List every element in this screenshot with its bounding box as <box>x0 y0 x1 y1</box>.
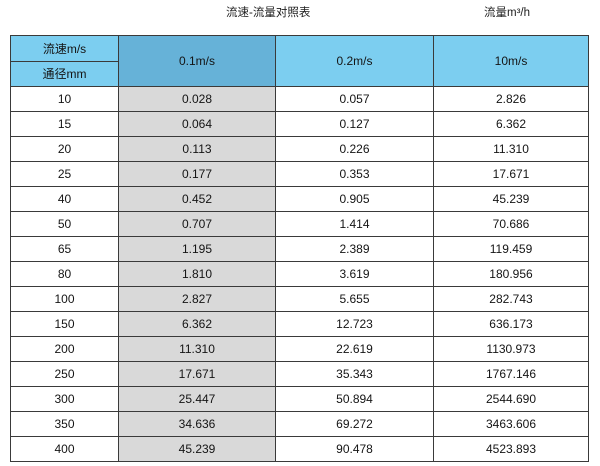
cell-v2: 5.655 <box>275 286 434 312</box>
table-row: 65 1.195 2.389 119.459 <box>10 236 589 262</box>
cell-dn: 100 <box>10 286 119 312</box>
table-row: 80 1.810 3.619 180.956 <box>10 261 589 287</box>
cell-v3: 4523.893 <box>433 436 589 462</box>
table-row: 10 0.028 0.057 2.826 <box>10 86 589 112</box>
cell-v1: 17.671 <box>118 361 276 387</box>
cell-v2: 22.619 <box>275 336 434 362</box>
cell-dn: 300 <box>10 386 119 412</box>
cell-dn: 400 <box>10 436 119 462</box>
cell-v2: 90.478 <box>275 436 434 462</box>
cell-v3: 636.173 <box>433 311 589 337</box>
table-row: 200 11.310 22.619 1130.973 <box>10 336 589 362</box>
table-row: 350 34.636 69.272 3463.606 <box>10 411 589 437</box>
cell-v3: 11.310 <box>433 136 589 162</box>
table-row: 20 0.113 0.226 11.310 <box>10 136 589 162</box>
cell-v1: 0.452 <box>118 186 276 212</box>
cell-dn: 350 <box>10 411 119 437</box>
cell-v2: 50.894 <box>275 386 434 412</box>
table-row: 25 0.177 0.353 17.671 <box>10 161 589 187</box>
cell-dn: 150 <box>10 311 119 337</box>
header-corner-cell: 流速m/s 通径mm <box>10 35 119 87</box>
cell-v3: 119.459 <box>433 236 589 262</box>
main-title: 流速-流量对照表 <box>226 7 311 19</box>
unit-title: 流量m³/h <box>484 7 530 19</box>
cell-v1: 1.810 <box>118 261 276 287</box>
cell-v1: 2.827 <box>118 286 276 312</box>
table-row: 40 0.452 0.905 45.239 <box>10 186 589 212</box>
table-row: 150 6.362 12.723 636.173 <box>10 311 589 337</box>
cell-v3: 180.956 <box>433 261 589 287</box>
cell-dn: 10 <box>10 86 119 112</box>
table-body: 10 0.028 0.057 2.826 15 0.064 0.127 6.36… <box>10 86 589 462</box>
cell-dn: 200 <box>10 336 119 362</box>
cell-v1: 11.310 <box>118 336 276 362</box>
table-row: 100 2.827 5.655 282.743 <box>10 286 589 312</box>
cell-dn: 40 <box>10 186 119 212</box>
cell-v2: 3.619 <box>275 261 434 287</box>
cell-dn: 80 <box>10 261 119 287</box>
cell-v2: 0.905 <box>275 186 434 212</box>
table-row: 250 17.671 35.343 1767.146 <box>10 361 589 387</box>
header-col-0.1ms: 0.1m/s <box>118 35 276 87</box>
cell-v2: 0.057 <box>275 86 434 112</box>
cell-v3: 6.362 <box>433 111 589 137</box>
cell-v1: 6.362 <box>118 311 276 337</box>
cell-v1: 34.636 <box>118 411 276 437</box>
cell-v1: 0.113 <box>118 136 276 162</box>
cell-v3: 282.743 <box>433 286 589 312</box>
cell-v2: 0.127 <box>275 111 434 137</box>
cell-v3: 3463.606 <box>433 411 589 437</box>
caption-row: 流速-流量对照表 流量m³/h <box>0 0 600 32</box>
cell-v2: 1.414 <box>275 211 434 237</box>
cell-dn: 25 <box>10 161 119 187</box>
cell-dn: 15 <box>10 111 119 137</box>
cell-v3: 2544.690 <box>433 386 589 412</box>
cell-dn: 65 <box>10 236 119 262</box>
cell-v1: 0.177 <box>118 161 276 187</box>
cell-v1: 25.447 <box>118 386 276 412</box>
table-row: 300 25.447 50.894 2544.690 <box>10 386 589 412</box>
corner-stack: 流速m/s 通径mm <box>11 36 118 86</box>
cell-v3: 2.826 <box>433 86 589 112</box>
header-col-0.2ms: 0.2m/s <box>275 35 434 87</box>
table-row: 400 45.239 90.478 4523.893 <box>10 436 589 462</box>
flow-rate-table: 流速m/s 通径mm 0.1m/s 0.2m/s 10m/s 10 0.028 … <box>10 35 589 462</box>
cell-v2: 69.272 <box>275 411 434 437</box>
cell-v3: 45.239 <box>433 186 589 212</box>
cell-v1: 45.239 <box>118 436 276 462</box>
cell-v1: 0.064 <box>118 111 276 137</box>
cell-v1: 0.028 <box>118 86 276 112</box>
header-velocity-label: 流速m/s <box>11 36 118 62</box>
cell-v2: 12.723 <box>275 311 434 337</box>
table-header: 流速m/s 通径mm 0.1m/s 0.2m/s 10m/s <box>10 35 589 87</box>
header-row: 流速m/s 通径mm 0.1m/s 0.2m/s 10m/s <box>10 35 589 87</box>
cell-v1: 0.707 <box>118 211 276 237</box>
flow-table-container: 流速m/s 通径mm 0.1m/s 0.2m/s 10m/s 10 0.028 … <box>10 35 589 462</box>
cell-dn: 20 <box>10 136 119 162</box>
table-row: 50 0.707 1.414 70.686 <box>10 211 589 237</box>
header-diameter-label: 通径mm <box>11 61 118 86</box>
cell-v3: 70.686 <box>433 211 589 237</box>
cell-v3: 1130.973 <box>433 336 589 362</box>
cell-v2: 0.226 <box>275 136 434 162</box>
cell-v2: 2.389 <box>275 236 434 262</box>
cell-dn: 250 <box>10 361 119 387</box>
cell-dn: 50 <box>10 211 119 237</box>
cell-v3: 1767.146 <box>433 361 589 387</box>
table-row: 15 0.064 0.127 6.362 <box>10 111 589 137</box>
cell-v2: 35.343 <box>275 361 434 387</box>
cell-v2: 0.353 <box>275 161 434 187</box>
header-col-10ms: 10m/s <box>433 35 589 87</box>
cell-v3: 17.671 <box>433 161 589 187</box>
cell-v1: 1.195 <box>118 236 276 262</box>
